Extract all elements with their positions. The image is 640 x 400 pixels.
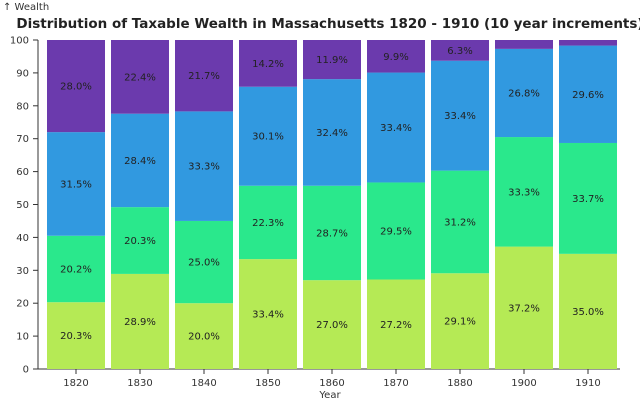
bar-segment-1900-1 <box>495 137 553 247</box>
bar-segment-1820-2 <box>47 132 105 236</box>
bar-segment-1860-2 <box>303 79 361 186</box>
data-label-1860-0: 27.0% <box>316 320 348 331</box>
data-label-1860-3: 11.9% <box>316 55 348 66</box>
bar-segment-1840-3 <box>175 40 233 112</box>
data-label-1830-2: 28.4% <box>124 156 156 167</box>
data-label-1900-1: 33.3% <box>508 187 540 198</box>
bar-segment-1830-3 <box>111 40 169 114</box>
data-label-1850-0: 33.4% <box>252 310 284 321</box>
data-label-1830-3: 22.4% <box>124 72 156 83</box>
x-tick-label: 1900 <box>511 378 536 389</box>
data-label-1840-3: 21.7% <box>188 71 220 82</box>
bar-segment-1870-3 <box>367 40 425 73</box>
data-label-1840-0: 20.0% <box>188 332 220 343</box>
bar-segment-1860-3 <box>303 40 361 80</box>
data-label-1870-1: 29.5% <box>380 226 412 237</box>
data-label-1880-0: 29.1% <box>444 317 476 328</box>
x-tick-label: 1830 <box>127 378 152 389</box>
bar-segment-1860-1 <box>303 185 361 281</box>
y-axis-label: ↑ Wealth <box>3 2 49 13</box>
y-tick-label: 40 <box>16 233 29 244</box>
data-label-1900-2: 26.8% <box>508 88 540 99</box>
bar-segment-1840-0 <box>175 303 233 369</box>
x-tick-label: 1910 <box>575 378 600 389</box>
x-axis-label: Year <box>318 390 341 400</box>
bar-segment-1910-2 <box>559 45 617 143</box>
x-tick-label: 1840 <box>191 378 216 389</box>
bar-segment-1900-2 <box>495 48 553 138</box>
data-label-1820-0: 20.3% <box>60 331 92 342</box>
chart-title: Distribution of Taxable Wealth in Massac… <box>16 16 640 32</box>
y-tick-label: 50 <box>16 200 29 211</box>
data-label-1850-1: 22.3% <box>252 218 284 229</box>
bar-segment-1910-3 <box>559 40 617 46</box>
x-tick-label: 1870 <box>383 378 408 389</box>
bar-segment-1830-1 <box>111 207 169 274</box>
bar-segment-1880-0 <box>431 273 489 369</box>
bar-segment-1850-1 <box>239 185 297 260</box>
data-label-1820-2: 31.5% <box>60 179 92 190</box>
bar-segment-1910-0 <box>559 253 617 369</box>
data-label-1880-1: 31.2% <box>444 217 476 228</box>
y-tick-label: 30 <box>16 266 29 277</box>
bar-segment-1830-0 <box>111 273 169 369</box>
data-label-1830-0: 28.9% <box>124 317 156 328</box>
y-ticks-group: 0 10 20 30 40 50 60 70 80 90 100 <box>10 36 38 376</box>
y-tick-label: 0 <box>23 365 29 376</box>
bar-segment-1820-1 <box>47 235 105 303</box>
data-label-1910-2: 29.6% <box>572 90 604 101</box>
y-tick-label: 20 <box>16 299 29 310</box>
data-label-1820-3: 28.0% <box>60 82 92 93</box>
y-tick-label: 60 <box>16 167 29 178</box>
bar-segment-1840-2 <box>175 111 233 221</box>
x-tick-label: 1880 <box>447 378 472 389</box>
y-tick-label: 70 <box>16 134 29 145</box>
data-label-1850-2: 30.1% <box>252 132 284 143</box>
data-label-1870-2: 33.4% <box>380 123 412 134</box>
bar-segment-1870-2 <box>367 72 425 183</box>
data-label-1870-3: 9.9% <box>383 52 408 63</box>
data-label-1880-3: 6.3% <box>447 46 472 57</box>
bar-segment-1880-2 <box>431 60 489 171</box>
y-tick-label: 10 <box>16 332 29 343</box>
bar-segment-1850-3 <box>239 40 297 87</box>
data-label-1850-3: 14.2% <box>252 59 284 70</box>
bar-segment-1900-3 <box>495 40 553 49</box>
bar-segment-1830-2 <box>111 113 169 208</box>
data-label-1880-2: 33.4% <box>444 111 476 122</box>
bar-segment-1880-3 <box>431 40 489 61</box>
bar-segment-1820-3 <box>47 40 105 133</box>
x-ticks-group: 1820 1830 1840 1850 1860 1870 1880 1900 1910 <box>63 369 601 389</box>
data-label-1900-0: 37.2% <box>508 303 540 314</box>
data-label-1820-1: 20.2% <box>60 264 92 275</box>
bar-segment-1850-0 <box>239 259 297 369</box>
bar-segment-1910-1 <box>559 142 617 254</box>
bar-segment-1870-1 <box>367 182 425 280</box>
data-label-1870-0: 27.2% <box>380 320 412 331</box>
data-label-1840-1: 25.0% <box>188 258 220 269</box>
bar-segment-1820-0 <box>47 302 105 369</box>
bars-group: 20.3% 20.2% 31.5% 28.0% 28.9% 20.3% 28.4% 22.4%… <box>47 40 617 369</box>
data-label-1860-1: 28.7% <box>316 228 348 239</box>
data-label-1840-2: 33.3% <box>188 162 220 173</box>
x-tick-label: 1850 <box>255 378 280 389</box>
data-label-1910-0: 35.0% <box>572 307 604 318</box>
x-tick-label: 1860 <box>319 378 344 389</box>
bar-segment-1840-1 <box>175 220 233 304</box>
y-tick-label: 90 <box>16 68 29 79</box>
x-tick-label: 1820 <box>63 378 88 389</box>
y-tick-label: 80 <box>16 101 29 112</box>
bar-segment-1880-1 <box>431 170 489 274</box>
y-tick-label: 100 <box>10 36 29 47</box>
data-label-1910-1: 33.7% <box>572 194 604 205</box>
bar-segment-1850-2 <box>239 86 297 186</box>
data-label-1860-2: 32.4% <box>316 128 348 139</box>
data-label-1830-1: 20.3% <box>124 236 156 247</box>
bar-segment-1860-0 <box>303 280 361 369</box>
bar-segment-1900-0 <box>495 246 553 369</box>
bar-segment-1870-0 <box>367 279 425 369</box>
